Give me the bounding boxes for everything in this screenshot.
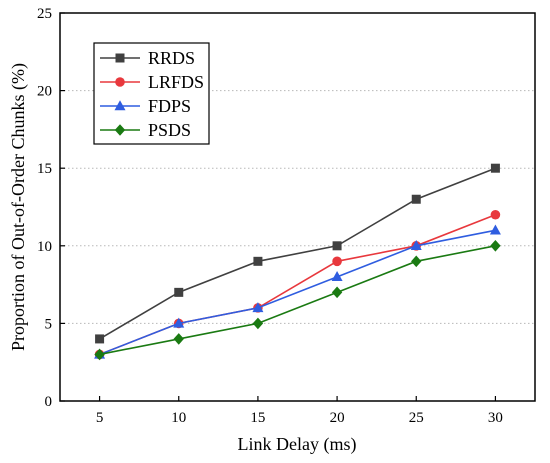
y-tick-label: 5 (45, 316, 53, 332)
legend-marker-rrds (115, 53, 125, 63)
legend-marker-psds (114, 124, 126, 136)
data-point-fdps (252, 302, 264, 313)
x-tick-label: 25 (409, 410, 424, 426)
data-point-rrds (174, 287, 184, 297)
data-point-psds (94, 348, 105, 361)
legend-label-fdps: FDPS (148, 96, 191, 116)
x-tick-label: 15 (250, 410, 265, 426)
series-line-fdps (99, 229, 496, 356)
data-point-fdps (173, 317, 185, 328)
series-psds (94, 240, 501, 361)
data-point-rrds (490, 163, 500, 173)
y-tick-label: 20 (37, 84, 52, 100)
y-tick-label: 0 (45, 394, 53, 410)
legend-box (93, 42, 210, 145)
series-line-psds (99, 245, 496, 356)
series-rrds (95, 163, 500, 344)
data-point-fdps (410, 240, 422, 250)
x-axis-title: Link Delay (ms) (238, 434, 357, 455)
axes (59, 12, 536, 402)
legend-entry-psds: PSDS (100, 120, 191, 140)
data-point-fdps (489, 224, 501, 235)
series-lrfds (94, 209, 501, 360)
data-point-psds (331, 286, 343, 299)
series-line-lrfds (99, 214, 496, 356)
series-layer (94, 163, 501, 361)
data-point-psds (252, 317, 264, 330)
legend-marker-lrfds (115, 77, 125, 87)
data-point-lrfds (490, 209, 501, 220)
data-point-psds (173, 333, 184, 345)
y-axis-title: Proportion of Out-of-Order Chunks (%) (8, 63, 29, 351)
y-tick-label: 25 (37, 6, 52, 22)
data-point-rrds (332, 241, 342, 251)
legend-entry-fdps: FDPS (100, 96, 191, 116)
y-tick-label: 15 (37, 161, 52, 177)
data-point-psds (490, 240, 501, 252)
legend-label-lrfds: LRFDS (148, 72, 204, 92)
y-tick-label: 10 (37, 239, 52, 255)
series-fdps (94, 224, 501, 359)
legend-label-psds: PSDS (148, 120, 191, 140)
series-line-rrds (99, 167, 496, 340)
legend: RRDS LRFDS FDPS PSDS (93, 42, 210, 145)
x-tick-label: 5 (96, 410, 104, 426)
legend-label-rrds: RRDS (148, 48, 195, 68)
x-tick-label: 30 (488, 410, 503, 426)
data-point-lrfds (332, 256, 342, 267)
x-tick-label: 20 (330, 410, 345, 426)
grid-lines (60, 90, 535, 324)
data-point-rrds (95, 334, 105, 344)
data-point-fdps (331, 271, 343, 282)
x-tick-label: 10 (171, 410, 186, 426)
data-point-rrds (411, 194, 421, 204)
data-point-psds (411, 255, 422, 268)
legend-marker-fdps (114, 100, 126, 111)
ticks: 0 5 10 15 20 25 5 10 15 20 25 30 (37, 6, 503, 426)
plot-frame (59, 12, 536, 402)
legend-entry-lrfds: LRFDS (100, 72, 204, 92)
legend-entry-rrds: RRDS (100, 48, 195, 68)
data-point-rrds (253, 256, 263, 266)
